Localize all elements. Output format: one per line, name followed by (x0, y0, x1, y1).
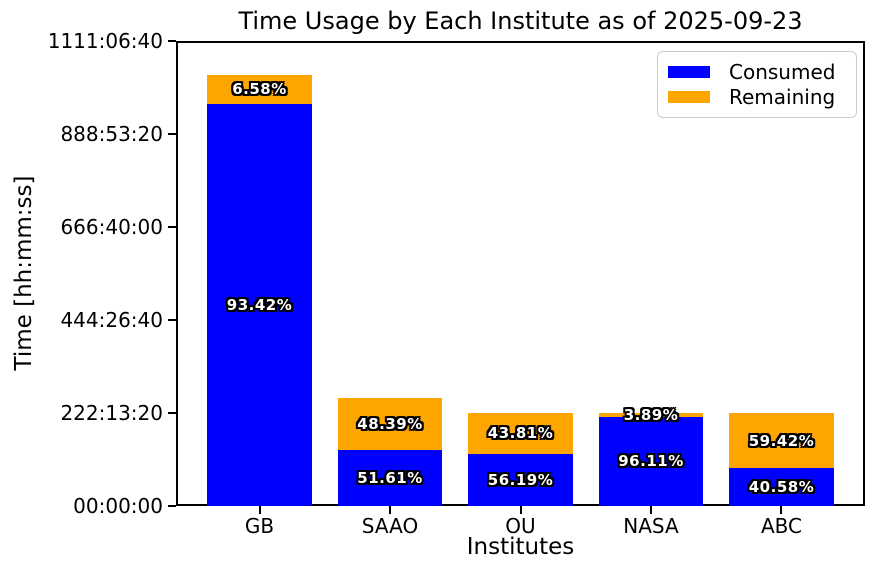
bar-segment-consumed-gb (207, 103, 312, 506)
bar-label-remaining-nasa: 3.89% (623, 405, 679, 424)
y-tick-mark (168, 412, 176, 414)
x-tick-mark (389, 506, 391, 514)
y-tick-mark (168, 40, 176, 42)
legend-item-consumed: Consumed (668, 60, 844, 84)
bar-gb (207, 75, 312, 506)
x-axis-label: Institutes (466, 534, 575, 560)
bar-label-consumed-ou: 56.19% (487, 470, 554, 489)
y-axis-label: Time [hh:mm:ss] (11, 175, 37, 371)
bar-segment-remaining-ou (468, 413, 573, 454)
legend-swatch-remaining-icon (668, 90, 710, 103)
x-tick-label: NASA (623, 514, 679, 538)
bar-label-consumed-abc: 40.58% (748, 478, 815, 497)
x-tick-label: GB (244, 514, 275, 538)
legend-swatch-consumed-icon (668, 66, 710, 79)
legend-label-remaining: Remaining (729, 84, 836, 109)
bar-segment-remaining-nasa (598, 413, 704, 417)
bar-segment-remaining-gb (207, 75, 312, 104)
y-tick-label: 666:40:00 (60, 215, 163, 239)
bar-segment-consumed-abc (729, 468, 834, 506)
bar-segment-remaining-abc (729, 413, 834, 469)
bar-label-remaining-abc: 59.42% (748, 431, 815, 450)
bar-segment-consumed-saao (337, 450, 443, 506)
x-tick-mark (258, 506, 261, 514)
x-tick-label: OU (505, 514, 536, 538)
y-tick-label: 444:26:40 (60, 308, 163, 332)
chart-title: Time Usage by Each Institute as of 2025-… (238, 7, 803, 35)
y-tick-mark (168, 133, 176, 135)
bar-saao (337, 397, 443, 506)
x-tick-mark (780, 506, 783, 514)
bar-segment-remaining-saao (337, 397, 443, 451)
bar-label-consumed-nasa: 96.11% (618, 452, 684, 471)
bar-abc (729, 413, 834, 506)
bar-ou (468, 413, 573, 506)
legend-label-consumed: Consumed (729, 60, 836, 85)
bar-label-remaining-gb: 6.58% (232, 80, 287, 99)
x-tick-label: ABC (760, 514, 802, 538)
legend-item-remaining: Remaining (668, 85, 844, 109)
bar-label-remaining-ou: 43.81% (487, 424, 554, 443)
bar-label-consumed-gb: 93.42% (226, 295, 293, 314)
y-tick-label: 1111:06:40 (47, 29, 163, 53)
y-tick-label: 888:53:20 (60, 122, 163, 146)
legend: Consumed Remaining (657, 51, 857, 118)
x-tick-mark (519, 506, 522, 514)
bar-label-remaining-saao: 48.39% (357, 414, 423, 433)
bar-label-consumed-saao: 51.61% (357, 469, 423, 487)
y-tick-mark (168, 319, 176, 321)
bar-segment-consumed-nasa (598, 416, 704, 506)
bar-nasa (598, 413, 704, 506)
y-tick-label: 222:13:20 (60, 401, 163, 425)
y-tick-mark (168, 226, 176, 228)
y-tick-label: 00:00:00 (73, 494, 163, 518)
y-tick-mark (168, 505, 176, 507)
bar-segment-consumed-ou (468, 453, 573, 506)
x-tick-label: SAAO (361, 514, 419, 538)
x-tick-mark (649, 506, 652, 514)
